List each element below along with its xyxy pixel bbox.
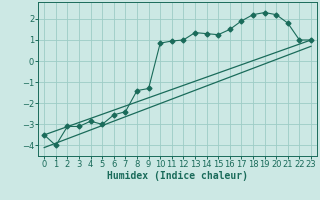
X-axis label: Humidex (Indice chaleur): Humidex (Indice chaleur) xyxy=(107,171,248,181)
